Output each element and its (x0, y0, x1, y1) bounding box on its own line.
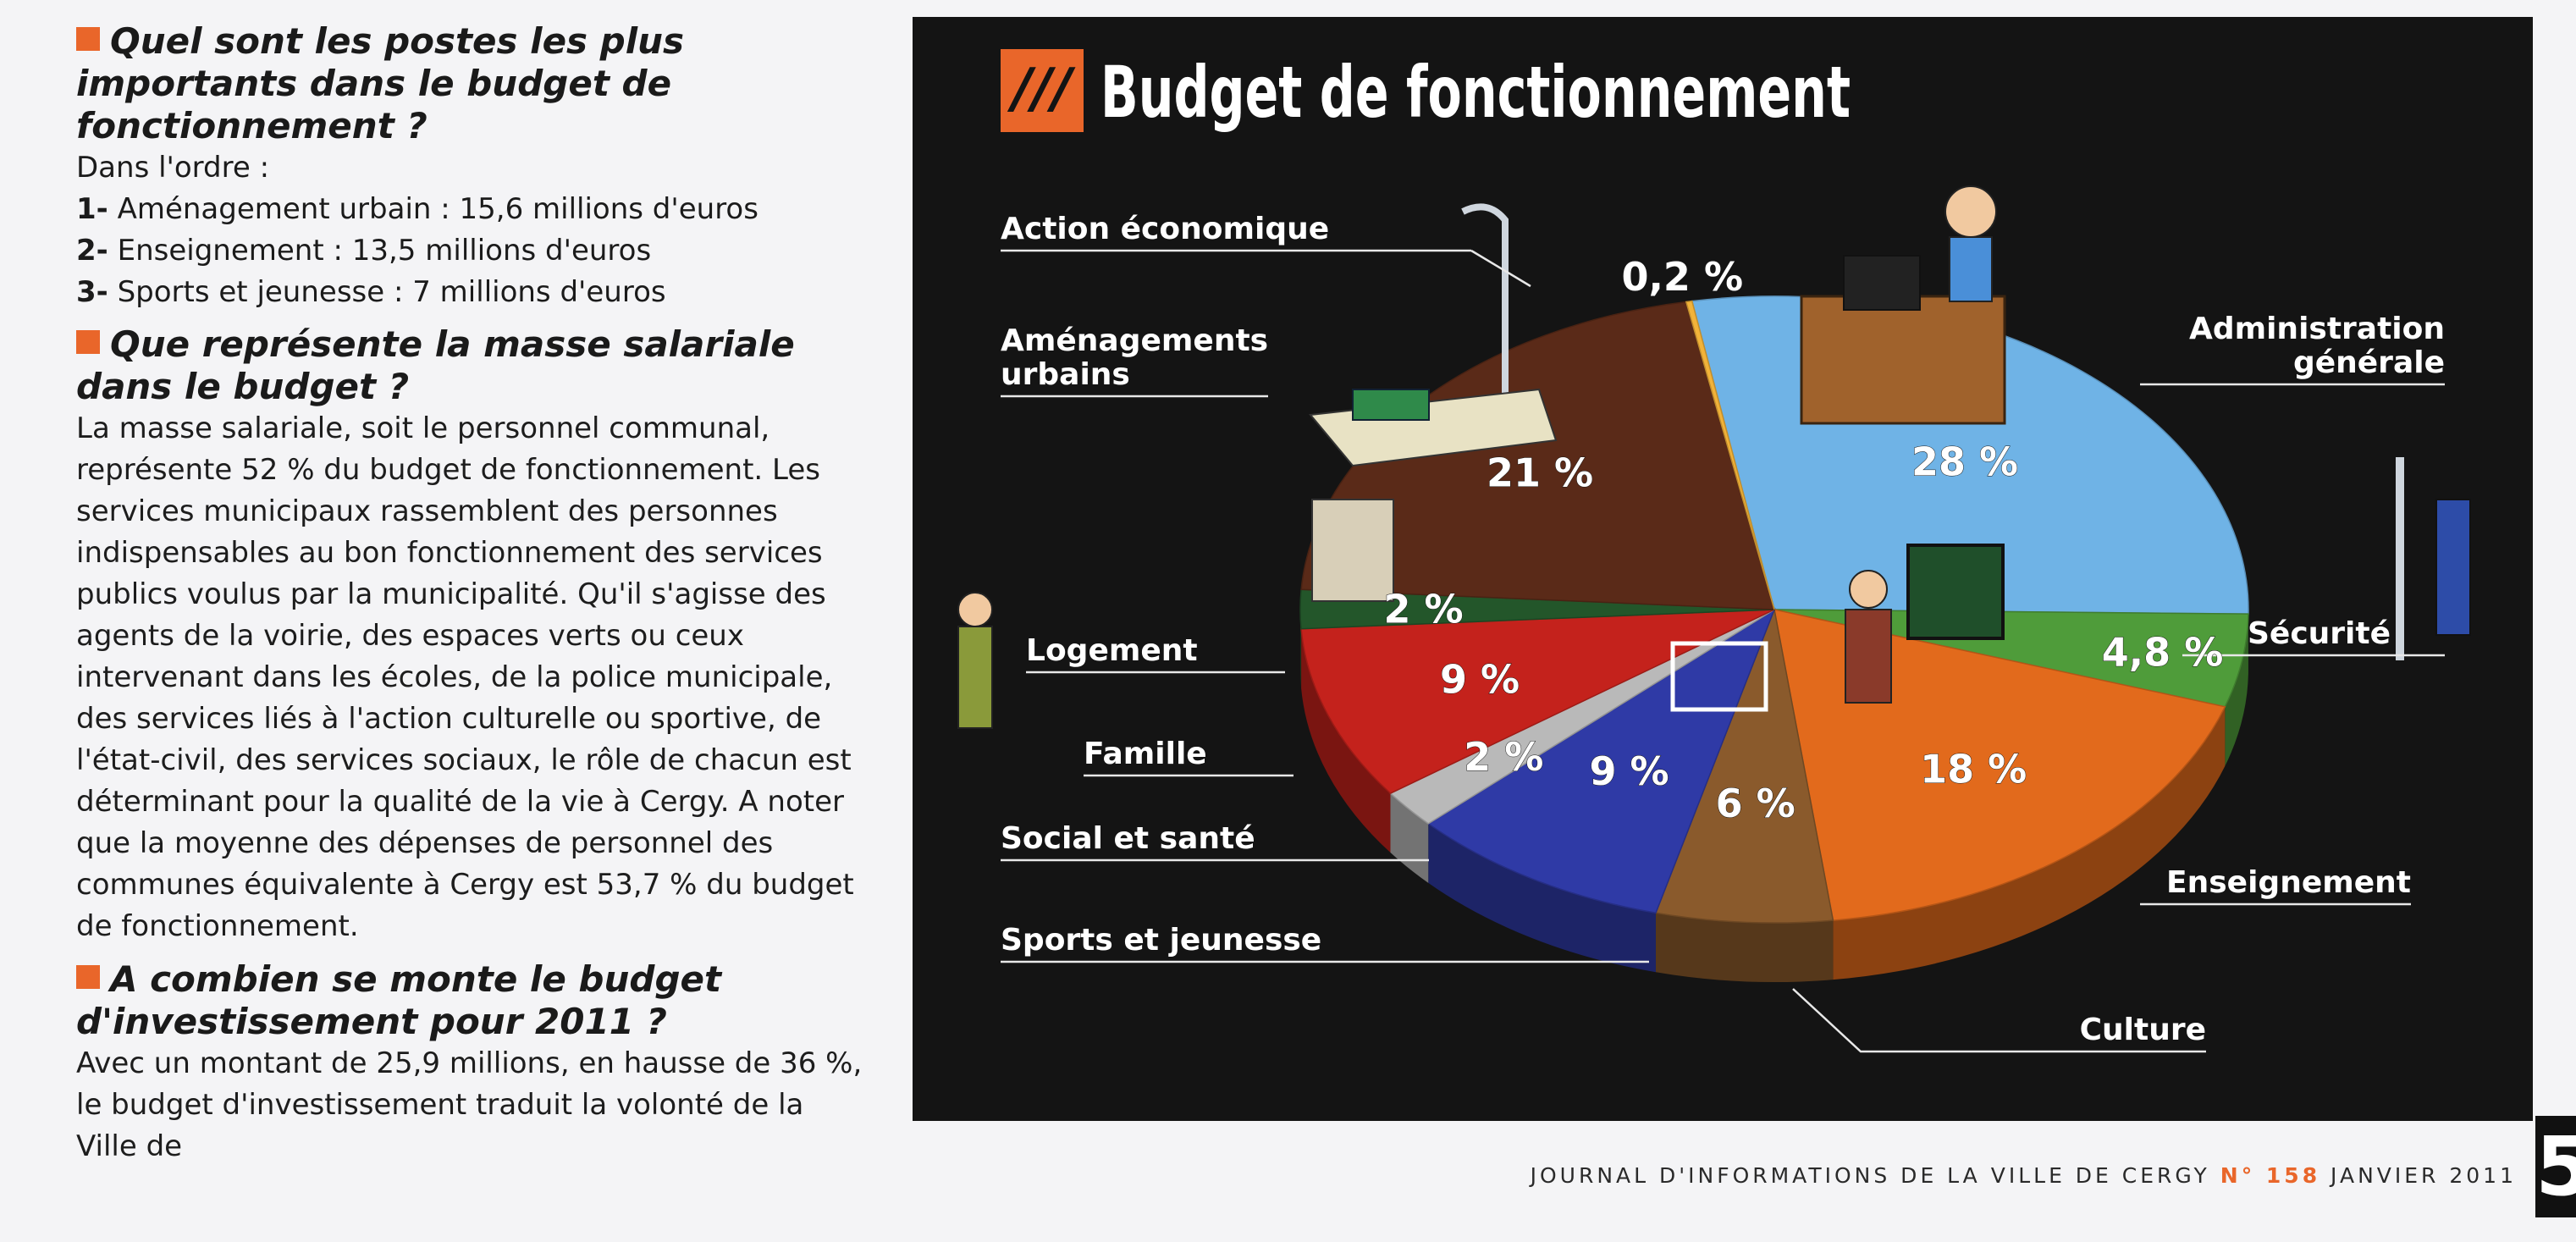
chart-title-group: /// Budget de fonctionnement (1001, 49, 1851, 134)
list-item-3: 3- Sports et jeunesse : 7 millions d'eur… (76, 275, 666, 309)
list-item-1: 1- Aménagement urbain : 15,6 millions d'… (76, 192, 758, 226)
person-body-icon (1949, 236, 1993, 302)
category-label-2: Enseignement (2166, 865, 2411, 900)
question-block-3: A combien se monte le budget d'investiss… (76, 958, 868, 1167)
category-label-line: Aménagements (1001, 323, 1268, 358)
category-label-line: Administration (2189, 312, 2445, 346)
category-label-line: Enseignement (2166, 865, 2411, 900)
question-heading-1: Quel sont les postes les plus importants… (76, 20, 868, 147)
title-marker-box (1001, 49, 1084, 132)
pie-side-2 (1833, 706, 2226, 980)
question-2-text: Que représente la masse salariale dans l… (76, 323, 795, 407)
label-leaders-group (1001, 249, 2445, 1053)
value-label-2: 18 % (1920, 746, 2027, 792)
question-block-1: Quel sont les postes les plus importants… (76, 20, 868, 313)
value-label-6: 9 % (1440, 656, 1520, 702)
question-2-body: La masse salariale, soit le personnel co… (76, 411, 854, 943)
question-heading-2: Que représente la masse salariale dans l… (76, 323, 868, 408)
chart-title: Budget de fonctionnement (1100, 51, 1851, 134)
police-officer-icon (2435, 499, 2471, 636)
category-labels-group: Administration générale Sécurité Enseigneme… (1001, 212, 2445, 1047)
question-heading-3: A combien se monte le budget d'investiss… (76, 958, 868, 1043)
question-1-text: Quel sont les postes les plus importants… (76, 20, 685, 146)
pie-slice-4 (1426, 608, 1776, 914)
building-icon (1311, 499, 1394, 602)
pie-slice-3 (1654, 607, 1834, 924)
list-item-2: 2- Enseignement : 13,5 millions d'euros (76, 234, 652, 268)
category-label-line: Famille (1084, 737, 1207, 771)
camera-pole-icon (2396, 457, 2404, 660)
bullet-square-icon (76, 965, 100, 989)
category-label-line: Logement (1026, 633, 1198, 668)
issue-date: JANVIER 2011 (2331, 1163, 2517, 1188)
question-block-2: Que représente la masse salariale dans l… (76, 323, 868, 947)
category-label-6: Famille (1084, 737, 1207, 771)
pie-slice-9 (1685, 300, 1775, 610)
category-label-line: générale (2293, 345, 2445, 380)
page-number: 5 (2535, 1116, 2576, 1217)
value-label-5: 2 % (1464, 734, 1543, 780)
category-label-line: Culture (2080, 1013, 2206, 1047)
pie-slice-6 (1300, 609, 1775, 794)
category-label-line: urbains (1001, 357, 1130, 392)
budget-pie-chart: /// Budget de fonctionnement Administrat… (957, 49, 2471, 1053)
bench-icon (1352, 389, 1430, 421)
leader-connector (1470, 249, 1531, 288)
bullet-square-icon (76, 330, 100, 354)
category-label-1: Sécurité (2248, 616, 2391, 651)
value-label-9: 0,2 % (1621, 254, 1743, 300)
value-label-4: 9 % (1589, 748, 1669, 794)
blackboard-icon (1906, 544, 2005, 640)
title-marker: /// (1007, 58, 1076, 120)
page-footer: JOURNAL D'INFORMATIONS DE LA VILLE DE CE… (1531, 1163, 2517, 1188)
pie-side-4 (1428, 823, 1656, 973)
journal-name: JOURNAL D'INFORMATIONS DE LA VILLE DE CE… (1530, 1163, 2210, 1188)
computer-icon (1843, 255, 1921, 311)
parent-with-stroller-icon (957, 626, 993, 729)
pie-side-1 (2225, 614, 2248, 766)
parent-head-icon (957, 592, 993, 627)
pie-side-3 (1655, 913, 1834, 982)
question-3-body: Avec un montant de 25,9 millions, en hau… (76, 1046, 863, 1163)
category-label-4: Sports et jeunesse (1001, 923, 1321, 958)
bullet-square-icon (76, 27, 100, 51)
street-lamp-icon (1461, 203, 1509, 398)
football-goal-icon (1670, 641, 1768, 712)
value-labels-group: 28 % 4,8 % 18 % 6 % 9 % 2 % 9 % 2 % 21 % 0,2 % (1383, 253, 2224, 826)
value-label-3: 6 % (1716, 781, 1795, 826)
question-3-text: A combien se monte le budget d'investiss… (76, 958, 722, 1042)
budget-chart-panel: /// Budget de fonctionnement Administrat… (913, 17, 2533, 1121)
value-label-1: 4,8 % (2102, 629, 2224, 675)
category-label-5: Social et santé (1001, 821, 1255, 856)
leader-connector (1792, 988, 1971, 1053)
pie-side-6 (1301, 628, 1391, 853)
teacher-head-icon (1849, 570, 1888, 609)
category-label-line: Sécurité (2248, 616, 2391, 651)
issue-number: N° 158 (2220, 1163, 2321, 1188)
value-label-0: 28 % (1911, 439, 2018, 484)
category-label-8: Aménagements urbains (1001, 323, 1268, 392)
category-label-3: Culture (2080, 1013, 2206, 1047)
category-label-0: Administration générale (2189, 312, 2445, 380)
teacher-icon (1845, 609, 1892, 704)
value-label-8: 21 % (1487, 450, 1593, 495)
category-label-line: Social et santé (1001, 821, 1255, 856)
category-label-7: Logement (1026, 633, 1198, 668)
list-intro: Dans l'ordre : (76, 151, 270, 185)
pie-slice-1 (1773, 609, 2249, 708)
category-label-9: Action économique (1001, 212, 1329, 246)
value-label-7: 2 % (1384, 587, 1464, 632)
illustrations-group (957, 185, 2471, 729)
category-label-line: Action économique (1001, 212, 1329, 246)
person-head-icon (1944, 185, 1997, 238)
category-label-line: Sports et jeunesse (1001, 923, 1321, 958)
desk-icon (1800, 295, 2006, 425)
